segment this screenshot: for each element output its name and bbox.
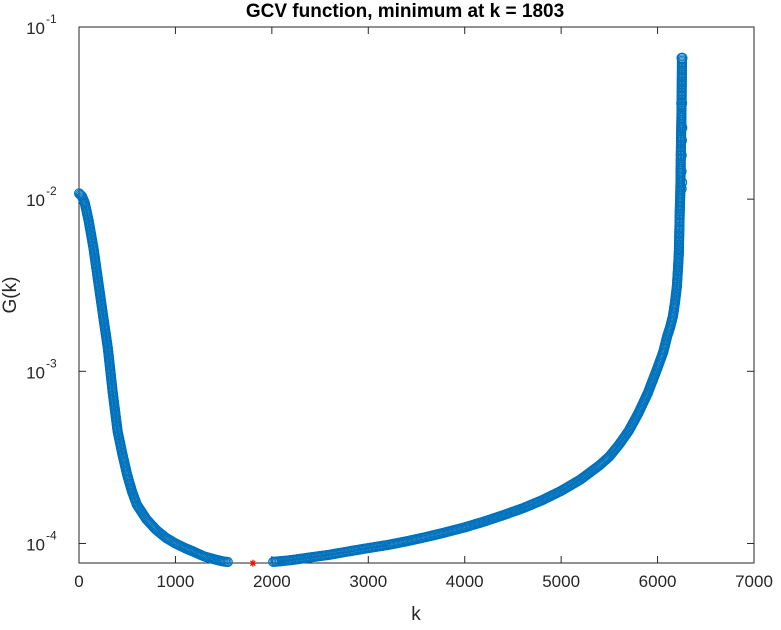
- y-tick-exponent: -3: [46, 356, 57, 370]
- data-point: [676, 97, 688, 109]
- y-tick-base: 10: [26, 535, 45, 554]
- x-tick-label: 5000: [542, 572, 580, 591]
- x-axis: 0 1000 2000 3000 4000 5000 6000 7000: [74, 27, 773, 591]
- y-tick-label: 10 -3: [26, 356, 57, 382]
- y-tick-base: 10: [26, 363, 45, 382]
- data-markers: [73, 52, 688, 568]
- data-point: [675, 149, 687, 161]
- y-axis: 10-410-310-210-1: [26, 12, 754, 554]
- x-tick-label: 3000: [349, 572, 387, 591]
- x-tick-label: 0: [74, 572, 83, 591]
- x-tick-label: 7000: [735, 572, 773, 591]
- y-axis-label: G(k): [0, 277, 21, 314]
- x-tick-label: 2000: [253, 572, 291, 591]
- y-tick-label: 10 -1: [26, 12, 57, 38]
- data-point: [675, 183, 687, 195]
- data-point: [676, 122, 688, 134]
- plot-area: [78, 26, 755, 564]
- data-point: [222, 556, 233, 568]
- y-tick-base: 10: [26, 191, 45, 210]
- data-point: [675, 134, 687, 146]
- chart-title: GCV function, minimum at k = 1803: [246, 1, 564, 22]
- x-axis-label: k: [411, 604, 421, 625]
- y-tick-exponent: -1: [46, 12, 57, 26]
- y-tick-base: 10: [26, 19, 45, 38]
- y-tick-label: 10 -4: [26, 528, 57, 554]
- data-point: [676, 176, 688, 188]
- x-tick-label: 4000: [446, 572, 484, 591]
- data-point: [676, 52, 688, 64]
- y-tick-label: 10 -2: [26, 184, 57, 210]
- y-tick-exponent: -2: [46, 184, 57, 198]
- x-tick-label: 1000: [157, 572, 195, 591]
- data-point: [675, 165, 687, 177]
- y-tick-exponent: -4: [46, 528, 57, 542]
- minimum-marker: [249, 559, 257, 567]
- x-tick-label: 6000: [639, 572, 677, 591]
